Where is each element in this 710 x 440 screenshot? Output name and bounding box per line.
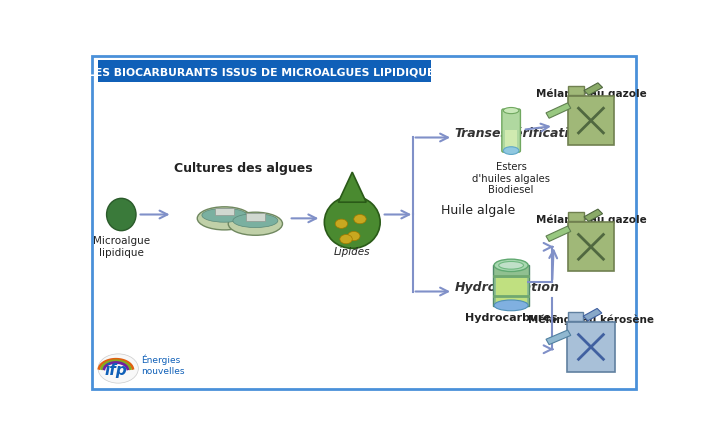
FancyBboxPatch shape: [92, 56, 636, 389]
Text: Lipides: Lipides: [334, 247, 371, 257]
Polygon shape: [546, 103, 571, 118]
Ellipse shape: [494, 259, 528, 271]
Polygon shape: [546, 330, 571, 345]
Ellipse shape: [106, 198, 136, 231]
FancyBboxPatch shape: [569, 212, 584, 221]
Ellipse shape: [228, 212, 283, 235]
Polygon shape: [584, 209, 603, 221]
Ellipse shape: [335, 219, 348, 228]
Ellipse shape: [503, 147, 519, 154]
Text: Énergies
nouvelles: Énergies nouvelles: [141, 355, 185, 376]
Text: Hydrocarbures: Hydrocarbures: [465, 313, 557, 323]
Text: LES BIOCARBURANTS ISSUS DE MICROALGUES LIPIDIQUES: LES BIOCARBURANTS ISSUS DE MICROALGUES L…: [87, 67, 442, 77]
Polygon shape: [338, 172, 366, 202]
FancyBboxPatch shape: [502, 109, 520, 152]
Text: Microalgue
lipidique: Microalgue lipidique: [93, 236, 150, 258]
FancyBboxPatch shape: [246, 213, 265, 221]
Ellipse shape: [324, 196, 380, 248]
FancyBboxPatch shape: [568, 312, 583, 321]
Ellipse shape: [354, 214, 366, 224]
Ellipse shape: [340, 235, 352, 244]
FancyBboxPatch shape: [493, 264, 529, 306]
FancyBboxPatch shape: [98, 60, 431, 82]
FancyBboxPatch shape: [569, 86, 584, 95]
Text: Esters
d'huiles algales
Biodiesel: Esters d'huiles algales Biodiesel: [472, 162, 550, 195]
Ellipse shape: [202, 208, 247, 222]
FancyBboxPatch shape: [505, 130, 518, 149]
Text: Mélange au gazole: Mélange au gazole: [535, 88, 646, 99]
Ellipse shape: [348, 231, 360, 241]
Text: Cultures des algues: Cultures des algues: [175, 162, 313, 175]
Ellipse shape: [197, 207, 251, 230]
FancyBboxPatch shape: [496, 279, 527, 301]
Ellipse shape: [98, 354, 138, 383]
FancyBboxPatch shape: [568, 222, 614, 271]
FancyBboxPatch shape: [567, 322, 615, 372]
Text: Mélange au gazole: Mélange au gazole: [535, 215, 646, 225]
Text: ifp: ifp: [104, 363, 127, 378]
Ellipse shape: [233, 214, 278, 227]
Text: Mélange au kérosène: Mélange au kérosène: [528, 315, 654, 326]
FancyBboxPatch shape: [215, 208, 234, 215]
Text: Huile algale: Huile algale: [442, 204, 515, 217]
Ellipse shape: [494, 300, 528, 311]
Polygon shape: [546, 226, 571, 242]
Text: Hydrogénation: Hydrogénation: [454, 281, 559, 294]
Text: Transestérification: Transestérification: [454, 127, 586, 140]
Polygon shape: [584, 83, 603, 95]
Ellipse shape: [503, 107, 519, 114]
FancyBboxPatch shape: [568, 96, 614, 145]
Ellipse shape: [498, 261, 523, 269]
Polygon shape: [583, 308, 602, 321]
